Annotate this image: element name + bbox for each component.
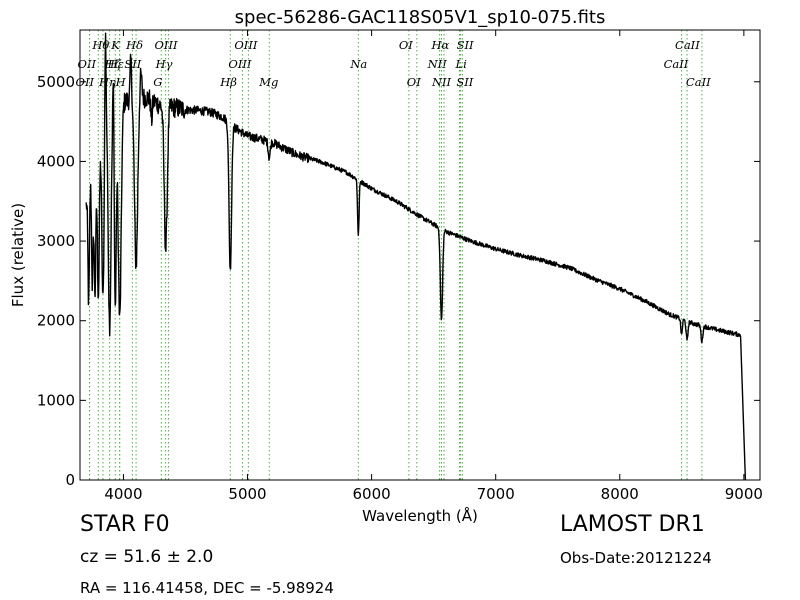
- spectral-line-label: OIII: [234, 38, 258, 52]
- spectral-line-label: Hδ: [125, 38, 143, 52]
- x-tick-label: 8000: [601, 485, 639, 503]
- y-tick-label: 1000: [37, 391, 75, 409]
- x-tick-label: 7000: [477, 485, 515, 503]
- spectral-line-label: NII: [427, 57, 448, 71]
- survey-label: LAMOST DR1: [560, 512, 705, 537]
- spectral-line-label: Mg: [258, 75, 278, 89]
- x-tick-label: 6000: [353, 485, 391, 503]
- spectral-line-label: Li: [454, 57, 467, 71]
- spectral-line-label: OI: [399, 38, 413, 52]
- spectral-line-label: NII: [431, 75, 452, 89]
- spectral-line-label: Hβ: [219, 75, 237, 89]
- spectrum-series-line: [85, 32, 747, 481]
- axis-ticks: 4000 5000 6000 7000 8000 9000 0 1000 2000 3000 400…: [37, 30, 763, 503]
- spectral-line-label: Hη: [98, 75, 116, 89]
- spectral-line-label: CaII: [675, 38, 700, 52]
- spectral-line-label: OIII: [154, 38, 178, 52]
- spectral-line-label: Hγ: [155, 57, 173, 71]
- spectral-line-label: H: [115, 75, 127, 89]
- spectral-line-label: CaII: [664, 57, 689, 71]
- ra-dec-label: RA = 116.41458, DEC = -5.98924: [80, 579, 334, 597]
- y-tick-label: 2000: [37, 312, 75, 330]
- spectral-line-label: Hζ: [104, 57, 122, 71]
- object-class-label: STAR F0: [80, 512, 170, 537]
- plot-frame: [79, 29, 761, 481]
- x-tick-label: 5000: [228, 485, 266, 503]
- chart-title: spec-56286-GAC118S05V1_sp10-075.fits: [235, 7, 606, 28]
- spectral-line-label: SII: [457, 38, 474, 52]
- spectral-line-label: Hα: [430, 38, 449, 52]
- x-tick-label: 9000: [725, 485, 763, 503]
- spectral-line-label: Hε: [107, 57, 124, 71]
- y-tick-label: 0: [65, 471, 75, 489]
- spectral-line-label: OII: [78, 57, 97, 71]
- y-axis-label: Flux (relative): [9, 203, 27, 307]
- y-tick-label: 5000: [37, 73, 75, 91]
- obs-date-label: Obs-Date:20121224: [560, 549, 712, 567]
- spectral-line-label: Na: [349, 57, 367, 71]
- spectral-line-label: G: [153, 75, 162, 89]
- spectral-line-label: OIII: [228, 57, 252, 71]
- spectral-line-label: SII: [456, 75, 473, 89]
- spectral-line-label: K: [110, 38, 121, 52]
- x-tick-label: 4000: [104, 485, 142, 503]
- y-tick-label: 4000: [37, 152, 75, 170]
- x-axis-label: Wavelength (Å): [362, 506, 478, 525]
- spectral-line-label: SII: [124, 57, 141, 71]
- y-tick-label: 3000: [37, 232, 75, 250]
- spectral-line-label: OI: [407, 75, 421, 89]
- redshift-cz-label: cz = 51.6 ± 2.0: [80, 547, 214, 567]
- spectral-line-label: Hθ: [91, 38, 109, 52]
- spectral-line-label: CaII: [686, 75, 711, 89]
